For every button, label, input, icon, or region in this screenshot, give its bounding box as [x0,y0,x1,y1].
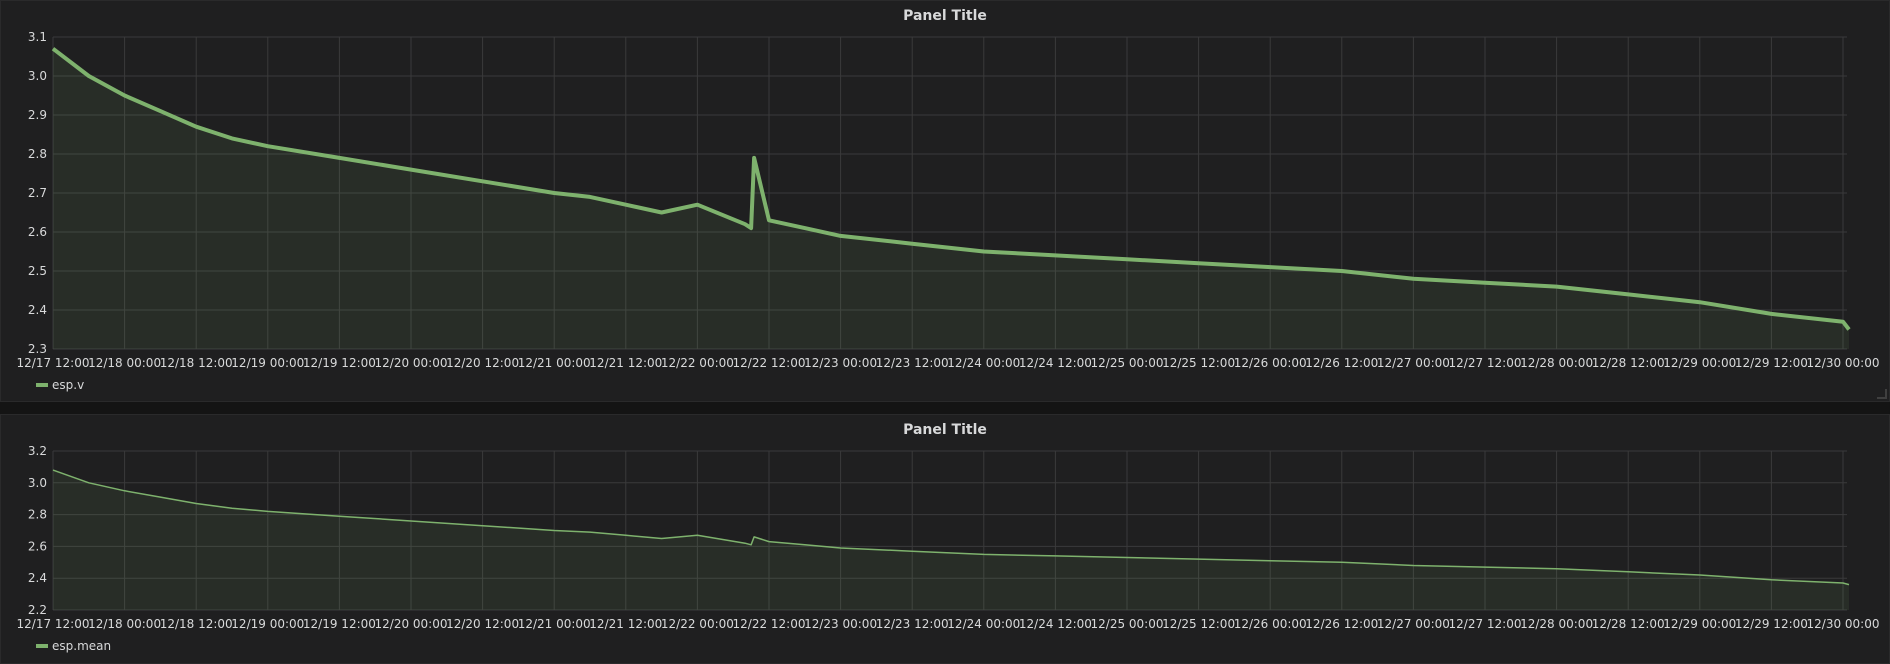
x-tick-label: 12/17 12:00 [17,617,90,631]
y-tick-label: 2.4 [28,571,47,585]
series-area [53,48,1849,349]
x-tick-label: 12/17 12:00 [17,356,90,370]
panel-esp-mean: Panel Title 3.2 3.0 2.8 2.6 2.4 2.2 12/17 12:0… [0,414,1890,664]
x-tick-label: 12/24 12:00 [1019,617,1092,631]
x-tick-label: 12/19 00:00 [231,356,304,370]
x-tick-label: 12/27 00:00 [1377,356,1450,370]
x-tick-label: 12/23 12:00 [876,617,949,631]
x-tick-label: 12/21 12:00 [589,356,662,370]
x-tick-label: 12/29 12:00 [1735,356,1808,370]
x-tick-label: 12/23 00:00 [804,356,877,370]
x-tick-label: 12/27 12:00 [1449,356,1522,370]
x-tick-label: 12/25 00:00 [1091,617,1164,631]
x-tick-label: 12/28 00:00 [1520,617,1593,631]
legend-label: esp.mean [52,639,112,653]
y-tick-label: 2.3 [28,342,47,356]
panel-esp-v: Panel Title 3.1 3.0 2.9 2.8 2.7 2.6 2.5 2.4 2.3 1… [0,0,1890,402]
x-tick-label: 12/26 12:00 [1305,617,1378,631]
y-tick-label: 2.6 [28,539,47,553]
x-tick-label: 12/19 00:00 [231,617,304,631]
x-tick-label: 12/27 00:00 [1377,617,1450,631]
legend-item-esp-v[interactable]: esp.v [36,378,84,392]
x-tick-label: 12/23 00:00 [804,617,877,631]
x-tick-label: 12/24 12:00 [1019,356,1092,370]
x-tick-label: 12/30 00:00 [1807,356,1880,370]
y-tick-label: 3.0 [28,476,47,490]
legend-swatch-icon [36,383,48,387]
legend-label: esp.v [52,378,85,392]
y-tick-label: 2.8 [28,147,47,161]
x-tick-label: 12/20 12:00 [446,617,519,631]
x-tick-label: 12/22 00:00 [661,617,734,631]
x-tick-label: 12/23 12:00 [876,356,949,370]
y-tick-label: 3.2 [28,444,47,458]
x-tick-label: 12/26 00:00 [1234,617,1307,631]
x-tick-label: 12/26 00:00 [1234,356,1307,370]
x-tick-label: 12/21 00:00 [518,356,591,370]
panel-title[interactable]: Panel Title [903,8,987,24]
x-tick-label: 12/24 00:00 [947,356,1020,370]
chart-esp-v: 3.13.02.92.82.72.62.52.42.312/17 12:0012… [17,30,1880,370]
y-tick-label: 3.1 [28,30,47,44]
y-tick-label: 2.9 [28,108,47,122]
x-tick-label: 12/21 12:00 [589,617,662,631]
series-line [52,469,1850,586]
resize-handle-icon[interactable] [1877,389,1887,399]
panel-title[interactable]: Panel Title [903,422,987,438]
x-tick-label: 12/18 12:00 [160,617,233,631]
x-tick-label: 12/21 00:00 [518,617,591,631]
series-line [51,47,1851,331]
x-tick-label: 12/20 00:00 [375,617,448,631]
x-tick-label: 12/22 12:00 [733,617,806,631]
y-tick-label: 2.5 [28,264,47,278]
x-tick-label: 12/25 00:00 [1091,356,1164,370]
x-tick-label: 12/26 12:00 [1305,356,1378,370]
x-tick-label: 12/25 12:00 [1162,617,1235,631]
x-tick-label: 12/20 00:00 [375,356,448,370]
x-tick-label: 12/29 00:00 [1663,356,1736,370]
x-tick-label: 12/24 00:00 [947,617,1020,631]
y-tick-label: 2.6 [28,225,47,239]
series-area [53,470,1849,610]
legend-item-esp-mean[interactable]: esp.mean [36,639,111,653]
x-tick-label: 12/28 12:00 [1592,356,1665,370]
x-tick-label: 12/28 00:00 [1520,356,1593,370]
x-tick-label: 12/29 00:00 [1663,617,1736,631]
x-tick-label: 12/30 00:00 [1807,617,1880,631]
x-tick-label: 12/22 00:00 [661,356,734,370]
y-tick-label: 3.0 [28,69,47,83]
legend-swatch-icon [36,644,48,648]
x-tick-label: 12/28 12:00 [1592,617,1665,631]
y-tick-label: 2.7 [28,186,47,200]
x-tick-label: 12/29 12:00 [1735,617,1808,631]
x-tick-label: 12/25 12:00 [1162,356,1235,370]
x-tick-label: 12/18 12:00 [160,356,233,370]
y-tick-label: 2.2 [28,603,47,617]
x-tick-label: 12/19 12:00 [303,617,376,631]
x-tick-label: 12/20 12:00 [446,356,519,370]
x-tick-label: 12/18 00:00 [88,617,161,631]
y-tick-label: 2.4 [28,303,47,317]
x-tick-label: 12/22 12:00 [733,356,806,370]
x-tick-label: 12/19 12:00 [303,356,376,370]
y-tick-label: 2.8 [28,508,47,522]
x-tick-label: 12/18 00:00 [88,356,161,370]
x-tick-label: 12/27 12:00 [1449,617,1522,631]
